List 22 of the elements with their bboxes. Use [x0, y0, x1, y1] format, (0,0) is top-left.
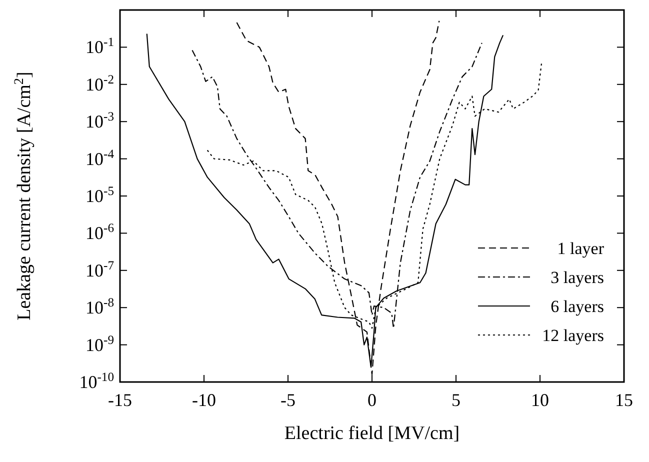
y-tick-label: 10$^{-10}$: [79, 370, 114, 392]
y-tick-label: 10$^{-4}$: [86, 146, 115, 169]
y-tick-label: 10$^{-1}$: [86, 35, 114, 58]
legend-label: 1 layer: [557, 239, 604, 258]
x-tick-label: 0: [368, 390, 376, 410]
x-tick-label: 5: [452, 390, 460, 410]
x-tick-label: -5: [280, 390, 296, 410]
x-axis-title: Electric field [MV/cm]: [284, 423, 460, 444]
y-tick-label: 10$^{-9}$: [86, 332, 114, 355]
legend-label: 6 layers: [550, 297, 604, 316]
x-tick-label: -10: [192, 390, 216, 410]
x-tick-label: -15: [108, 390, 132, 410]
y-tick-label: 10$^{-7}$: [86, 258, 114, 280]
y-tick-label: 10$^{-2}$: [86, 72, 114, 94]
x-tick-label: 10: [531, 390, 549, 410]
y-tick-label: 10$^{-5}$: [86, 184, 114, 206]
x-tick-label: 15: [615, 390, 633, 410]
legend-label: 12 layers: [542, 326, 604, 345]
y-tick-label: 10$^{-8}$: [86, 296, 114, 318]
y-tick-label: 10$^{-3}$: [86, 110, 114, 132]
y-tick-label: 10$^{-6}$: [86, 221, 114, 244]
legend-label: 3 layers: [550, 268, 604, 287]
